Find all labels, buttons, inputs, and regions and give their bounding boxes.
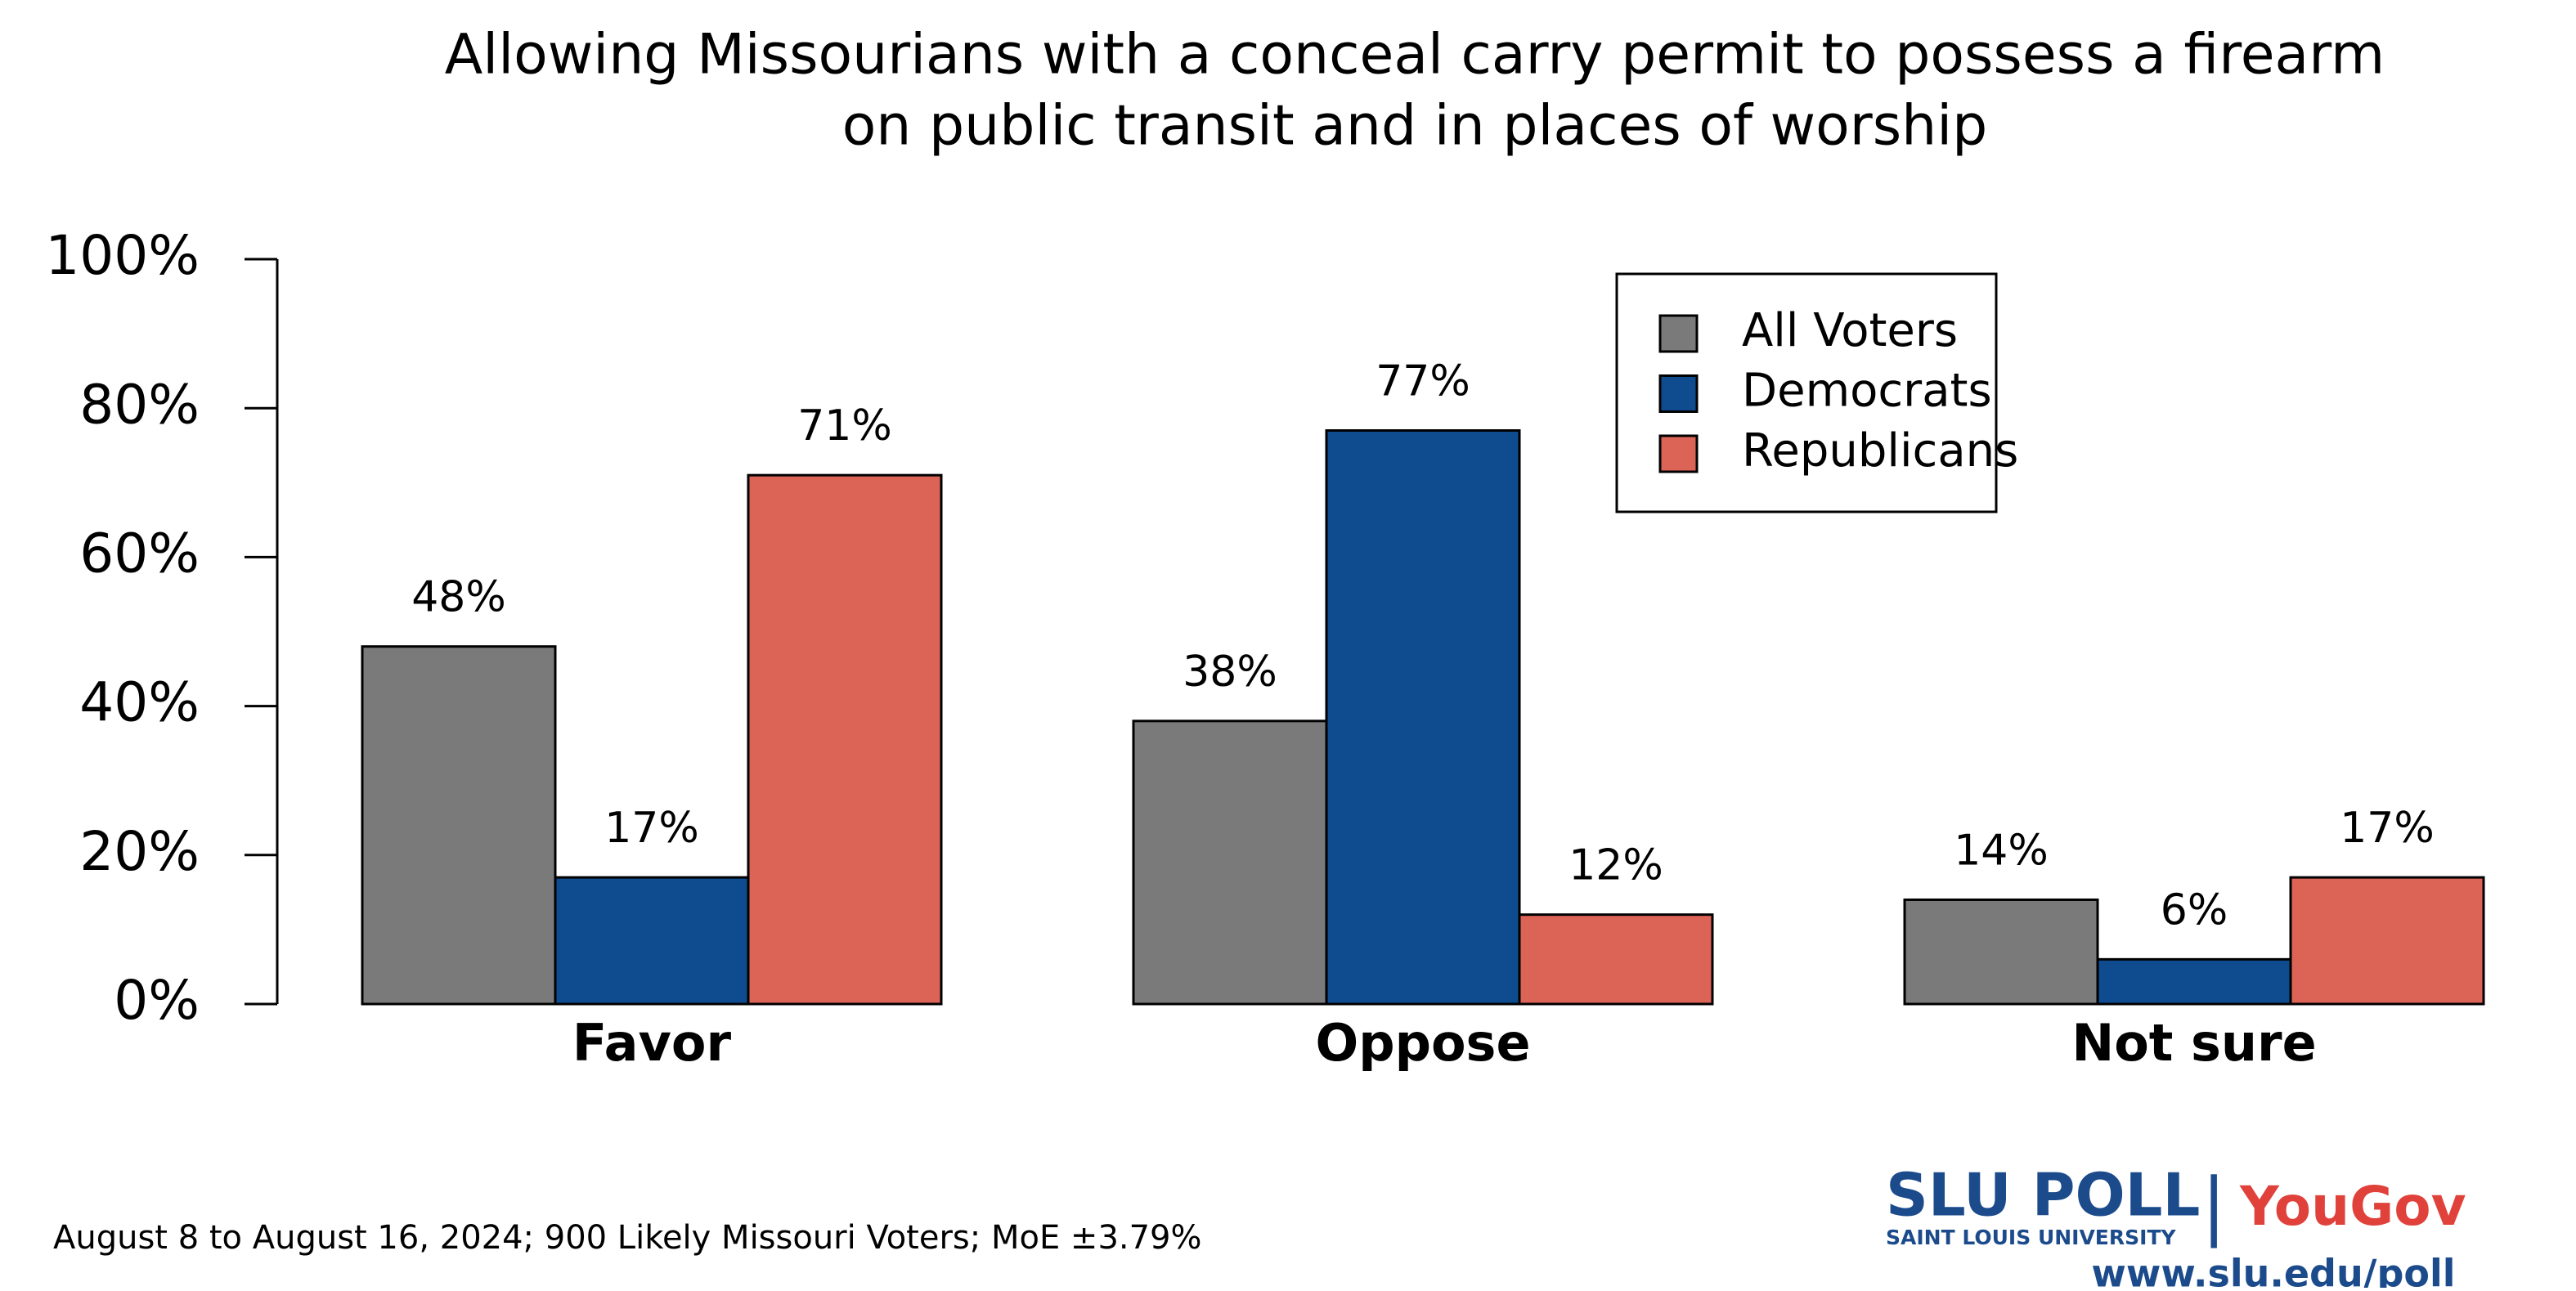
x-tick-label: Oppose — [1315, 1013, 1530, 1073]
bar — [554, 876, 750, 1006]
legend-label: All Voters — [1742, 304, 1958, 357]
legend-label: Republicans — [1742, 424, 2018, 477]
value-label: 38% — [1183, 648, 1277, 697]
footnote: August 8 to August 16, 2024; 900 Likely … — [53, 1219, 1202, 1257]
x-tick-label: Not sure — [2071, 1013, 2316, 1073]
x-tick-label: Favor — [572, 1013, 732, 1073]
value-label: 6% — [2161, 885, 2228, 935]
logo-url: www.slu.edu/poll — [2091, 1252, 2455, 1289]
bar — [1518, 913, 1714, 1006]
y-tick-label: 60% — [79, 522, 200, 585]
bar — [2289, 876, 2485, 1006]
y-tick-label: 80% — [79, 373, 200, 436]
bar — [1132, 719, 1328, 1006]
value-label: 71% — [797, 401, 892, 451]
value-label: 77% — [1376, 357, 1470, 406]
logo-separator: | — [2201, 1163, 2226, 1248]
value-label: 17% — [604, 804, 699, 853]
value-label: 12% — [1568, 841, 1663, 890]
legend-label: Democrats — [1742, 365, 1992, 418]
value-label: 48% — [411, 573, 506, 622]
bar — [361, 645, 557, 1006]
value-label: 17% — [2340, 804, 2435, 853]
bar — [747, 473, 943, 1006]
legend-swatch — [1658, 434, 1699, 473]
y-tick-label: 100% — [45, 224, 200, 287]
bar — [1325, 429, 1521, 1006]
bar — [1903, 898, 2099, 1006]
value-label: 14% — [1954, 826, 2049, 875]
bar — [2096, 957, 2292, 1006]
legend-swatch — [1658, 314, 1699, 353]
y-tick-label: 0% — [114, 969, 200, 1032]
chart-title: Allowing Missourians with a conceal carr… — [445, 23, 2385, 87]
chart-subtitle: on public transit and in places of worsh… — [842, 94, 1988, 159]
logo-university: SAINT LOUIS UNIVERSITY — [1886, 1226, 2176, 1249]
legend-swatch — [1658, 374, 1699, 413]
logo-partner: YouGov — [2239, 1175, 2466, 1238]
y-tick-label: 40% — [79, 671, 200, 734]
y-tick-label: 20% — [79, 820, 200, 883]
logo-name: SLU POLL — [1886, 1161, 2200, 1230]
